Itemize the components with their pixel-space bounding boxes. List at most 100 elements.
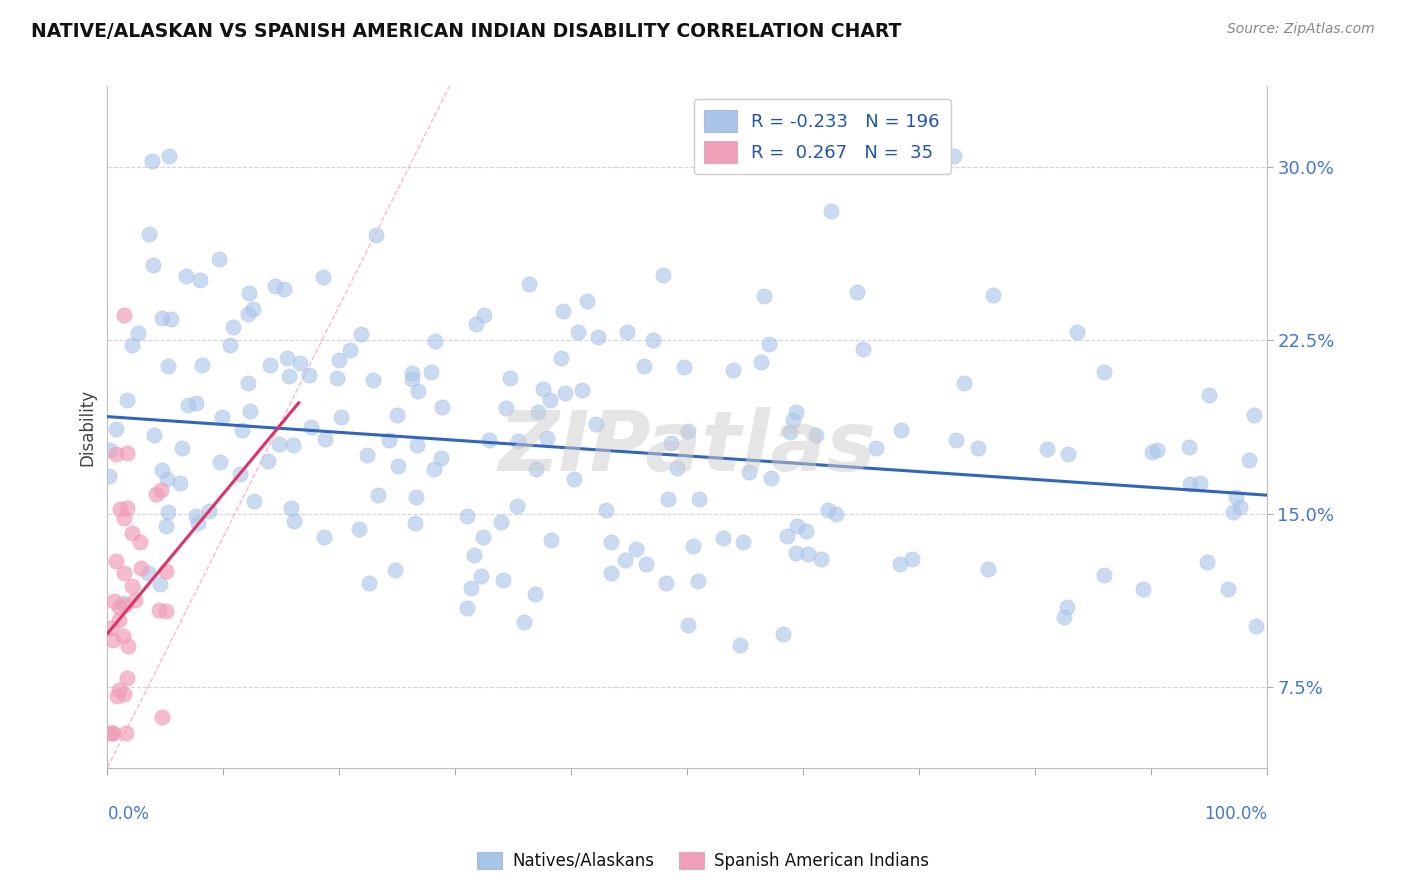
Point: [283, 514, 305, 528]
Point: [682, 539, 704, 553]
Point: [657, 492, 679, 507]
Point: [599, 535, 621, 549]
Point: [359, 576, 381, 591]
Point: [114, 599, 136, 613]
Text: 0.0%: 0.0%: [107, 805, 149, 823]
Point: [406, 384, 429, 399]
Point: [115, 393, 138, 408]
Point: [616, 325, 638, 339]
Point: [524, 461, 547, 475]
Point: [103, 594, 125, 608]
Point: [554, 386, 576, 401]
Point: [156, 505, 179, 519]
Point: [312, 270, 335, 285]
Point: [277, 368, 299, 383]
Point: [492, 573, 515, 587]
Point: [889, 557, 911, 571]
Point: [983, 288, 1005, 302]
Point: [406, 438, 429, 452]
Point: [347, 522, 370, 536]
Point: [465, 317, 488, 331]
Point: [1188, 476, 1211, 491]
Point: [121, 578, 143, 592]
Point: [228, 467, 250, 481]
Point: [478, 433, 501, 447]
Point: [1237, 452, 1260, 467]
Point: [256, 454, 278, 468]
Point: [112, 510, 135, 524]
Point: [145, 486, 167, 500]
Point: [155, 564, 177, 578]
Point: [108, 613, 131, 627]
Point: [977, 562, 1000, 576]
Point: [238, 286, 260, 301]
Point: [721, 362, 744, 376]
Point: [1195, 555, 1218, 569]
Point: [527, 404, 550, 418]
Point: [129, 534, 152, 549]
Point: [688, 492, 710, 507]
Point: [890, 424, 912, 438]
Point: [945, 434, 967, 448]
Point: [865, 441, 887, 455]
Point: [221, 320, 243, 334]
Point: [156, 359, 179, 373]
Point: [231, 423, 253, 437]
Point: [471, 530, 494, 544]
Point: [174, 268, 197, 283]
Point: [666, 461, 689, 475]
Point: [242, 493, 264, 508]
Point: [1177, 440, 1199, 454]
Point: [456, 509, 478, 524]
Point: [489, 515, 512, 529]
Point: [599, 566, 621, 580]
Point: [1132, 582, 1154, 596]
Point: [138, 227, 160, 242]
Point: [513, 615, 536, 629]
Point: [624, 541, 647, 556]
Point: [540, 533, 562, 548]
Point: [263, 279, 285, 293]
Point: [267, 437, 290, 451]
Text: NATIVE/ALASKAN VS SPANISH AMERICAN INDIAN DISABILITY CORRELATION CHART: NATIVE/ALASKAN VS SPANISH AMERICAN INDIA…: [31, 22, 901, 41]
Point: [330, 410, 353, 425]
Point: [1178, 477, 1201, 491]
Point: [177, 398, 200, 412]
Point: [124, 592, 146, 607]
Point: [796, 524, 818, 539]
Point: [1066, 325, 1088, 339]
Point: [643, 334, 665, 348]
Point: [105, 554, 128, 568]
Point: [571, 384, 593, 398]
Point: [1225, 491, 1247, 505]
Point: [967, 441, 990, 455]
Legend: Natives/Alaskans, Spanish American Indians: Natives/Alaskans, Spanish American India…: [471, 845, 935, 877]
Point: [531, 383, 554, 397]
Point: [786, 519, 808, 533]
Point: [401, 367, 423, 381]
Point: [191, 358, 214, 372]
Point: [326, 370, 349, 384]
Point: [276, 351, 298, 365]
Point: [820, 203, 842, 218]
Point: [160, 311, 183, 326]
Legend: R = -0.233   N = 196, R =  0.267   N =  35: R = -0.233 N = 196, R = 0.267 N = 35: [693, 99, 950, 174]
Point: [339, 343, 361, 357]
Point: [105, 422, 128, 436]
Point: [367, 488, 389, 502]
Point: [796, 547, 818, 561]
Point: [117, 671, 139, 685]
Point: [314, 432, 336, 446]
Point: [236, 307, 259, 321]
Point: [738, 465, 761, 479]
Point: [155, 519, 177, 533]
Point: [366, 227, 388, 242]
Point: [356, 448, 378, 462]
Point: [149, 577, 172, 591]
Point: [1222, 505, 1244, 519]
Point: [550, 351, 572, 365]
Point: [1092, 365, 1115, 379]
Point: [1142, 444, 1164, 458]
Point: [218, 338, 240, 352]
Point: [659, 435, 682, 450]
